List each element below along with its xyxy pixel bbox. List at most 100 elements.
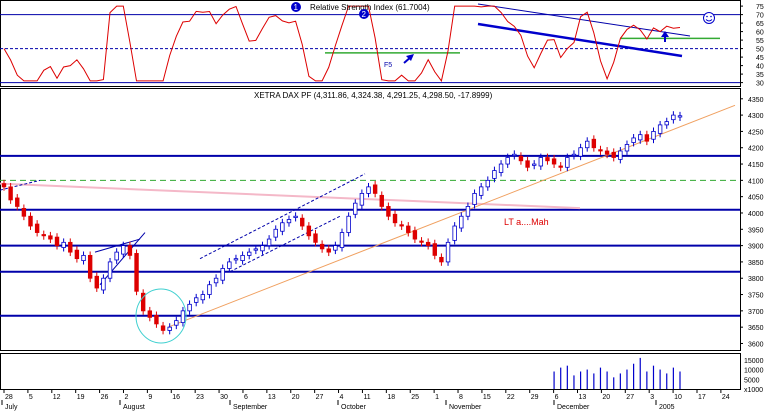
candle-body bbox=[253, 248, 259, 251]
candle-body bbox=[300, 217, 305, 227]
date-tick-label: 2 bbox=[124, 394, 128, 401]
candle-body bbox=[306, 225, 312, 237]
candle-body bbox=[187, 303, 192, 312]
candle-body bbox=[538, 157, 544, 167]
date-tick-label: 24 bbox=[722, 394, 730, 401]
volume-tick-label: 5000 bbox=[744, 377, 760, 384]
smiley-icon bbox=[703, 12, 715, 24]
channel-dash-line bbox=[229, 215, 341, 273]
rsi-title: Relative Strength Index (61.7004) bbox=[310, 3, 430, 12]
low-highlight-circle bbox=[135, 288, 187, 344]
candle-body bbox=[631, 137, 636, 143]
candle-body bbox=[140, 292, 146, 312]
candle-body bbox=[74, 249, 80, 260]
candle-body bbox=[227, 261, 232, 269]
rsi-tick-label: 55 bbox=[756, 38, 764, 45]
candle-body bbox=[8, 186, 13, 201]
candle-body bbox=[419, 240, 424, 243]
candle-body bbox=[193, 297, 199, 303]
rsi-line bbox=[3, 5, 681, 83]
rsi-tick-label: 75 bbox=[756, 4, 764, 11]
candle-body bbox=[266, 238, 272, 246]
candle-body bbox=[498, 163, 504, 173]
candle-body bbox=[233, 258, 239, 261]
candle-body bbox=[167, 326, 172, 331]
candle-body bbox=[386, 206, 391, 217]
candle-body bbox=[94, 275, 99, 289]
rsi-tick-label: 45 bbox=[756, 55, 764, 62]
marker-1-circle bbox=[291, 2, 301, 12]
candle-body bbox=[114, 251, 119, 261]
flag-line bbox=[99, 232, 146, 286]
arrow-icon-rsi-up bbox=[661, 31, 669, 42]
price-tick-label: 4300 bbox=[748, 113, 764, 120]
candle-body bbox=[154, 315, 159, 325]
date-tick-label: 11 bbox=[363, 394, 370, 401]
candle-body bbox=[286, 219, 292, 224]
rsi-tick-label: 70 bbox=[756, 13, 764, 20]
candle-body bbox=[459, 215, 464, 229]
candle-body bbox=[353, 202, 358, 215]
marker-2-label: 2 bbox=[362, 10, 367, 19]
candle-body bbox=[333, 245, 338, 251]
candle-body bbox=[121, 245, 126, 255]
candle-body bbox=[445, 241, 451, 263]
month-label: December bbox=[557, 404, 590, 411]
candle-body bbox=[220, 268, 225, 281]
rsi-tick-label: 40 bbox=[756, 64, 764, 71]
candle-body bbox=[425, 241, 431, 246]
candle-body bbox=[439, 256, 444, 263]
date-tick-label: 1 bbox=[435, 394, 439, 401]
candle-body bbox=[346, 215, 351, 233]
candle-body bbox=[372, 184, 378, 194]
marker-1-label: 1 bbox=[294, 3, 299, 12]
rsi-tick-label: 60 bbox=[756, 30, 764, 37]
month-label: October bbox=[341, 404, 367, 411]
candle-body bbox=[611, 151, 616, 158]
arrow-icon-rsi-low bbox=[403, 54, 414, 64]
candle-body bbox=[671, 114, 676, 121]
date-tick-label: 12 bbox=[53, 394, 61, 401]
candles bbox=[1, 111, 683, 335]
candle-body bbox=[399, 224, 404, 227]
price-tick-label: 4250 bbox=[748, 129, 764, 136]
price-tick-label: 4200 bbox=[748, 146, 764, 153]
candle-body bbox=[28, 215, 33, 227]
date-tick-label: 6 bbox=[555, 394, 559, 401]
date-tick-label: 26 bbox=[101, 394, 109, 401]
candle-body bbox=[147, 310, 153, 318]
candle-body bbox=[207, 284, 212, 295]
month-label: August bbox=[123, 404, 145, 411]
candle-body bbox=[313, 233, 318, 243]
candle-body bbox=[339, 232, 345, 248]
date-tick-label: 10 bbox=[674, 394, 682, 401]
date-tick-label: 29 bbox=[531, 394, 539, 401]
candle-body bbox=[644, 134, 650, 142]
candle-body bbox=[87, 254, 93, 279]
date-tick-label: 6 bbox=[244, 394, 248, 401]
candle-body bbox=[591, 138, 597, 149]
price-tick-label: 3700 bbox=[748, 309, 764, 316]
price-panel bbox=[0, 88, 741, 351]
date-tick-label: 13 bbox=[579, 394, 587, 401]
candle-body bbox=[379, 194, 384, 207]
candle-body bbox=[61, 241, 66, 248]
candle-body bbox=[545, 157, 550, 162]
month-label: 2005 bbox=[659, 404, 675, 411]
candle-body bbox=[406, 225, 411, 233]
date-tick-label: 5 bbox=[29, 394, 33, 401]
candle-body bbox=[15, 197, 20, 207]
candle-body bbox=[200, 294, 206, 301]
candle-body bbox=[247, 251, 252, 256]
candle-body bbox=[81, 254, 86, 262]
candle-body bbox=[505, 157, 510, 165]
candle-body bbox=[240, 254, 245, 262]
candle-body bbox=[531, 163, 537, 166]
rsi-tick-label: 30 bbox=[756, 81, 764, 88]
candle-body bbox=[432, 243, 437, 256]
candle-body bbox=[492, 170, 497, 179]
price-tick-label: 3750 bbox=[748, 293, 764, 300]
axis-labels: 7570656055504540353043504300425042004150… bbox=[1, 4, 764, 411]
rsi-tick-label: 35 bbox=[756, 72, 764, 79]
